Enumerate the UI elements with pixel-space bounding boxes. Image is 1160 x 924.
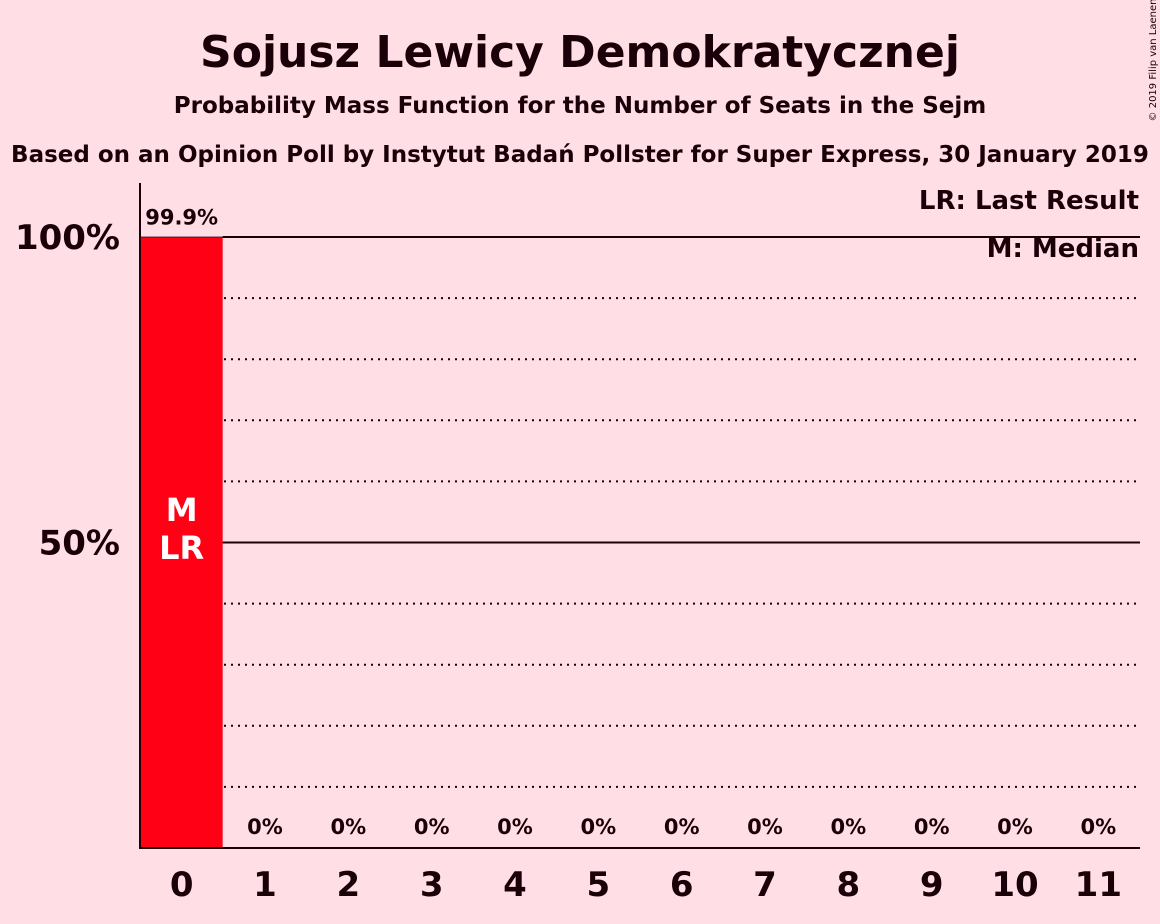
x-tick-label: 6	[670, 865, 694, 905]
value-label: 0%	[997, 815, 1033, 839]
value-label: 0%	[331, 815, 367, 839]
gridlines	[140, 236, 1140, 788]
x-tick-label: 7	[753, 865, 777, 905]
bar-marks: MLR	[159, 491, 204, 567]
y-tick-label: 50%	[39, 524, 120, 564]
value-label: 0%	[497, 815, 533, 839]
copyright-notice: © 2019 Filip van Laenen	[1148, 0, 1159, 121]
bar	[140, 237, 223, 849]
x-axis-ticks: 0 1 2 3 4 5 6 7 8 9 10 11	[170, 865, 1122, 905]
bars	[140, 236, 223, 849]
x-tick-label: 9	[920, 865, 944, 905]
x-tick-label: 10	[991, 865, 1038, 905]
x-tick-label: 2	[336, 865, 360, 905]
value-label: 0%	[414, 815, 450, 839]
value-label: 0%	[747, 815, 783, 839]
x-tick-label: 3	[420, 865, 444, 905]
value-label: 99.9%	[145, 206, 218, 230]
y-tick-label: 100%	[15, 218, 120, 258]
median-mark: M	[166, 491, 198, 529]
x-tick-label: 5	[586, 865, 610, 905]
chart-subtitle: Probability Mass Function for the Number…	[174, 93, 986, 119]
x-tick-label: 4	[503, 865, 527, 905]
last-result-mark: LR	[159, 529, 204, 567]
y-axis-ticks: 50% 100%	[15, 218, 120, 564]
value-label: 0%	[831, 815, 867, 839]
value-label: 0%	[664, 815, 700, 839]
x-tick-label: 1	[253, 865, 277, 905]
value-label: 0%	[1081, 815, 1117, 839]
value-label: 0%	[247, 815, 283, 839]
x-tick-label: 0	[170, 865, 194, 905]
value-label: 0%	[581, 815, 617, 839]
value-labels: 99.9% 0% 0% 0% 0% 0% 0% 0% 0% 0% 0% 0%	[145, 206, 1116, 839]
x-tick-label: 8	[836, 865, 860, 905]
value-label: 0%	[914, 815, 950, 839]
legend-last-result: LR: Last Result	[919, 186, 1139, 216]
legend-median: M: Median	[987, 234, 1139, 264]
chart-title: Sojusz Lewicy Demokratycznej	[200, 27, 960, 78]
chart-source-subtitle: Based on an Opinion Poll by Instytut Bad…	[11, 142, 1149, 168]
x-tick-label: 11	[1075, 865, 1122, 905]
